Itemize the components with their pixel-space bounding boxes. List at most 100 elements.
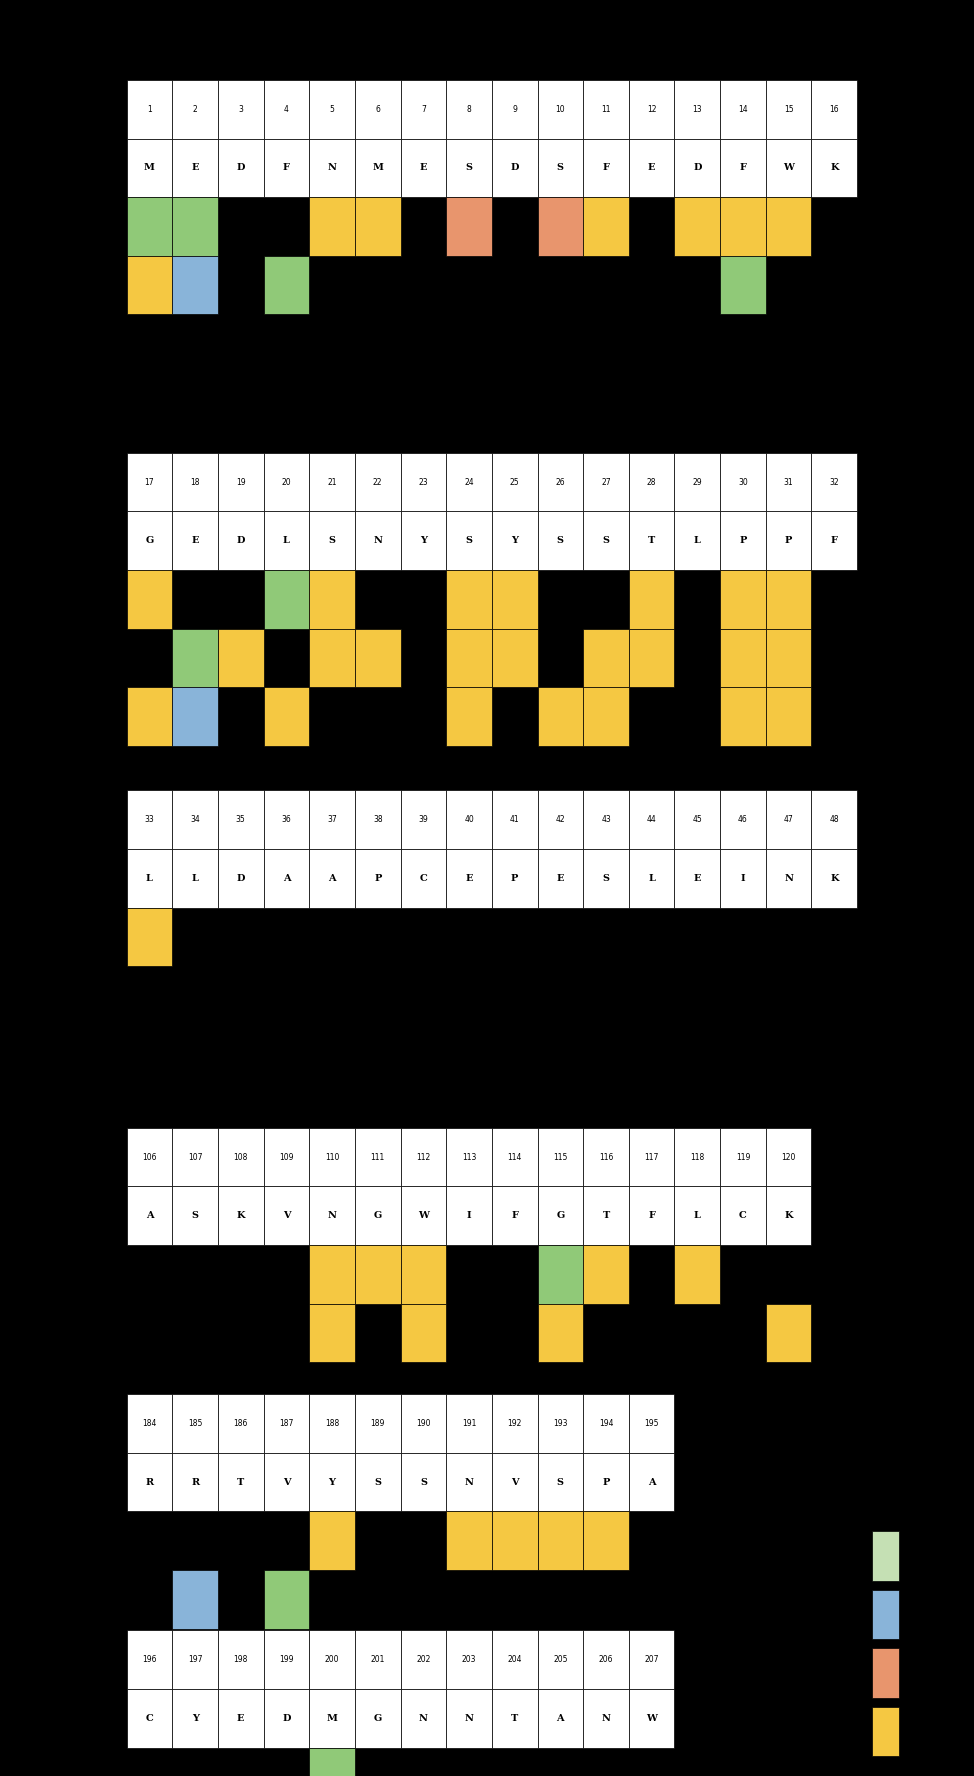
Bar bbox=[629, 1186, 674, 1245]
Bar bbox=[766, 849, 811, 908]
Text: 42: 42 bbox=[555, 815, 565, 824]
Bar bbox=[355, 139, 400, 197]
Bar bbox=[492, 139, 538, 197]
Text: N: N bbox=[602, 1714, 611, 1723]
Text: S: S bbox=[192, 1211, 199, 1220]
Bar bbox=[766, 80, 811, 139]
Text: N: N bbox=[784, 874, 793, 883]
Text: 107: 107 bbox=[188, 1153, 203, 1162]
Bar bbox=[172, 256, 218, 314]
Text: P: P bbox=[602, 1478, 610, 1487]
Text: 25: 25 bbox=[509, 478, 519, 487]
Text: N: N bbox=[373, 536, 382, 545]
Bar bbox=[446, 1630, 492, 1689]
Text: 11: 11 bbox=[601, 105, 611, 114]
Text: G: G bbox=[145, 536, 154, 545]
Bar bbox=[172, 1689, 218, 1748]
Text: M: M bbox=[372, 163, 383, 172]
Bar bbox=[629, 453, 674, 511]
Text: P: P bbox=[374, 874, 382, 883]
Text: 202: 202 bbox=[416, 1655, 431, 1664]
Text: S: S bbox=[466, 536, 472, 545]
Bar bbox=[446, 629, 492, 687]
Text: 47: 47 bbox=[784, 815, 794, 824]
Text: 110: 110 bbox=[325, 1153, 339, 1162]
Text: A: A bbox=[146, 1211, 153, 1220]
Bar bbox=[172, 453, 218, 511]
Bar bbox=[629, 511, 674, 570]
Bar bbox=[492, 1128, 538, 1186]
Bar bbox=[310, 1511, 355, 1570]
Bar bbox=[492, 629, 538, 687]
Text: 108: 108 bbox=[234, 1153, 248, 1162]
Bar bbox=[629, 570, 674, 629]
Text: 6: 6 bbox=[375, 105, 380, 114]
Text: 189: 189 bbox=[370, 1419, 385, 1428]
Text: D: D bbox=[237, 874, 244, 883]
Text: 109: 109 bbox=[280, 1153, 294, 1162]
Bar bbox=[127, 1689, 172, 1748]
Bar bbox=[492, 80, 538, 139]
Bar bbox=[766, 1186, 811, 1245]
Text: 116: 116 bbox=[599, 1153, 614, 1162]
Bar bbox=[583, 453, 629, 511]
Bar bbox=[172, 1630, 218, 1689]
Bar bbox=[629, 1394, 674, 1453]
Bar bbox=[766, 139, 811, 197]
Text: 14: 14 bbox=[738, 105, 748, 114]
Text: S: S bbox=[328, 536, 336, 545]
Text: 9: 9 bbox=[512, 105, 517, 114]
Text: 4: 4 bbox=[284, 105, 289, 114]
Bar bbox=[674, 453, 720, 511]
Bar bbox=[172, 790, 218, 849]
Text: P: P bbox=[785, 536, 792, 545]
Bar bbox=[127, 1630, 172, 1689]
Bar bbox=[310, 1748, 355, 1776]
Text: 186: 186 bbox=[234, 1419, 248, 1428]
Bar bbox=[583, 790, 629, 849]
Text: K: K bbox=[830, 874, 839, 883]
Text: 44: 44 bbox=[647, 815, 656, 824]
Bar bbox=[766, 453, 811, 511]
Text: 28: 28 bbox=[647, 478, 656, 487]
Text: 29: 29 bbox=[693, 478, 702, 487]
Bar bbox=[583, 1689, 629, 1748]
Bar bbox=[538, 1304, 583, 1362]
Text: R: R bbox=[191, 1478, 199, 1487]
Text: F: F bbox=[282, 163, 290, 172]
Bar bbox=[400, 1304, 446, 1362]
Bar bbox=[264, 1394, 310, 1453]
Bar bbox=[172, 197, 218, 256]
Bar bbox=[310, 197, 355, 256]
Bar bbox=[446, 139, 492, 197]
Bar bbox=[538, 849, 583, 908]
Bar bbox=[400, 790, 446, 849]
Bar bbox=[446, 453, 492, 511]
Text: Salt bridge – Van
der Waals clash: Salt bridge – Van der Waals clash bbox=[904, 1607, 962, 1621]
Bar bbox=[400, 849, 446, 908]
Bar bbox=[583, 1186, 629, 1245]
Text: 31: 31 bbox=[784, 478, 794, 487]
Bar bbox=[538, 511, 583, 570]
Bar bbox=[492, 1689, 538, 1748]
Bar bbox=[218, 1453, 264, 1511]
Text: 37: 37 bbox=[327, 815, 337, 824]
Text: 190: 190 bbox=[416, 1419, 431, 1428]
Text: D: D bbox=[282, 1714, 290, 1723]
Bar bbox=[172, 80, 218, 139]
Bar bbox=[583, 629, 629, 687]
Bar bbox=[355, 1453, 400, 1511]
Text: A: A bbox=[648, 1478, 656, 1487]
Text: K: K bbox=[237, 1211, 245, 1220]
Bar bbox=[538, 453, 583, 511]
Text: 200: 200 bbox=[324, 1655, 339, 1664]
Bar bbox=[127, 1186, 172, 1245]
Bar bbox=[492, 849, 538, 908]
Bar bbox=[674, 511, 720, 570]
Bar bbox=[172, 1186, 218, 1245]
Text: E: E bbox=[556, 874, 564, 883]
Text: 1: 1 bbox=[147, 105, 152, 114]
Bar bbox=[264, 849, 310, 908]
Bar bbox=[583, 1128, 629, 1186]
Text: 185: 185 bbox=[188, 1419, 203, 1428]
